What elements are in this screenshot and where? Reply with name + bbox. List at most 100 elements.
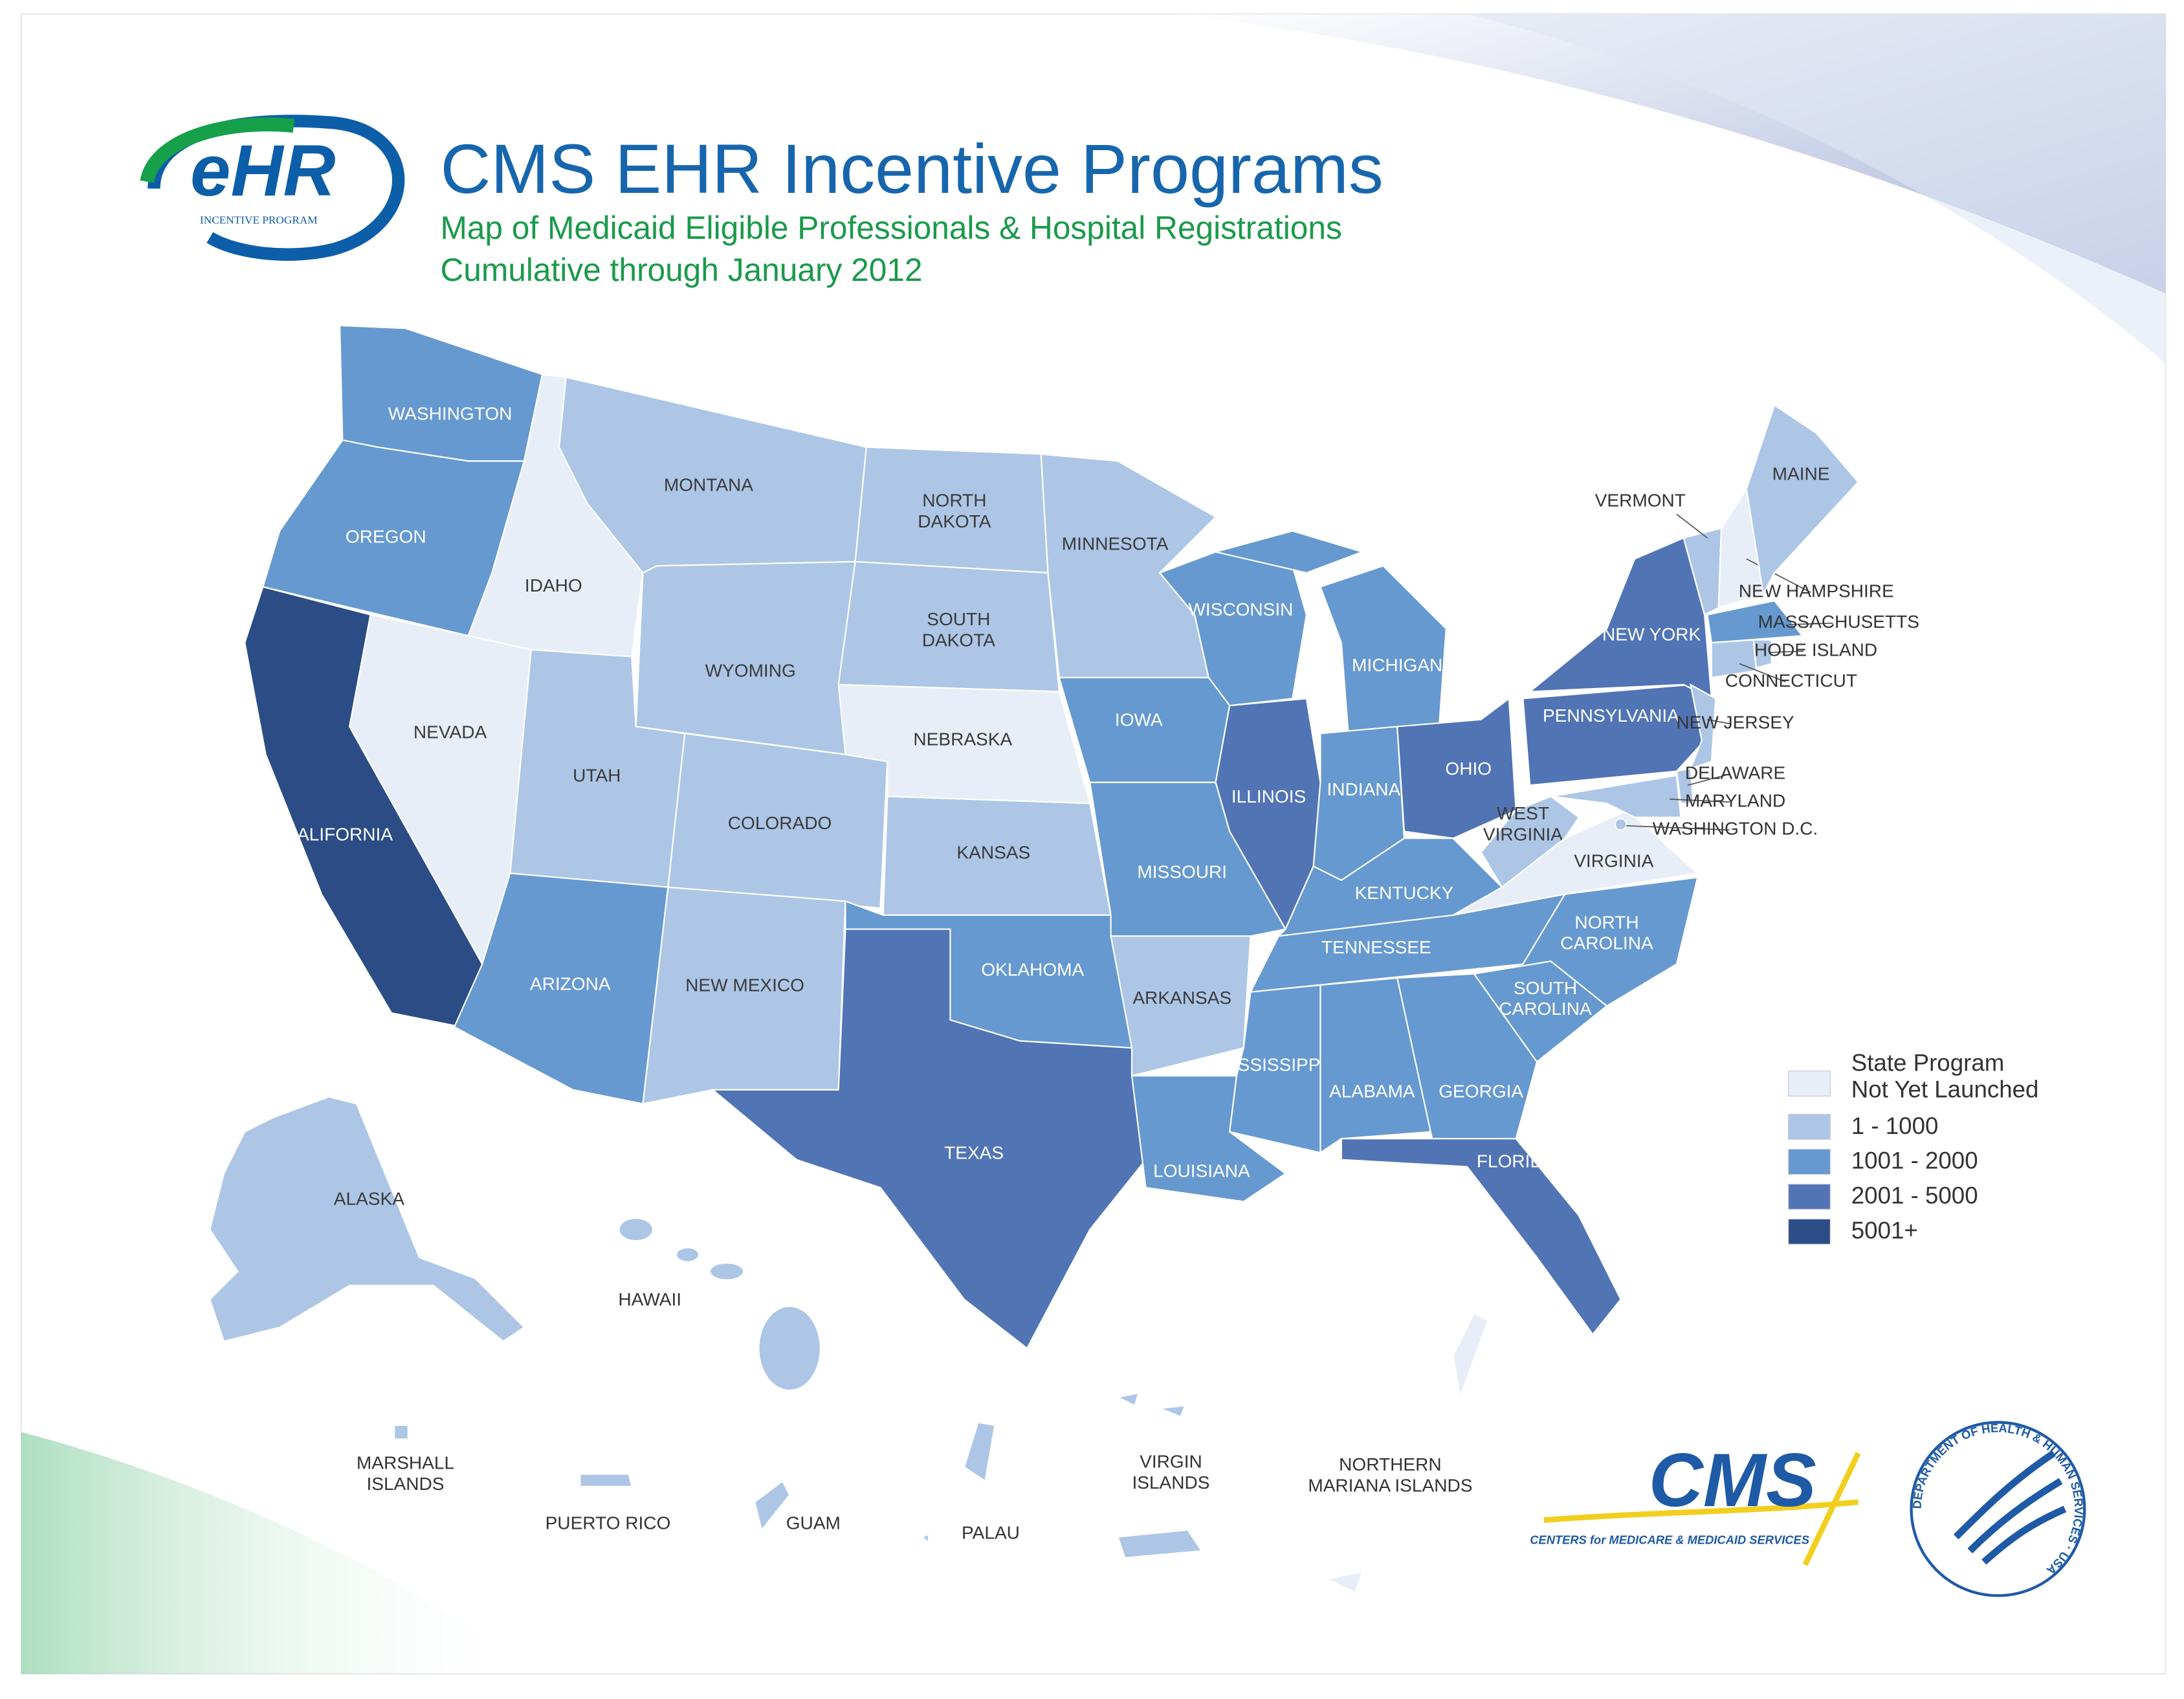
region-label: WASHINGTON [388, 404, 513, 424]
region-label: MASSACHUSETTS [1758, 612, 1919, 632]
region-label: INDIANA [1327, 779, 1400, 799]
region-shape [1550, 774, 1682, 818]
region-shape [1319, 977, 1433, 1154]
legend-label: Not Yet Launched [1851, 1076, 2039, 1103]
region-label: VIRGIN [1140, 1452, 1202, 1472]
region-label: FLORIDA [1477, 1151, 1556, 1171]
region-shape [1706, 600, 1804, 644]
legend-swatch [1787, 1113, 1831, 1140]
region: OREGON [261, 439, 525, 637]
region-label: TENNESSEE [1321, 937, 1431, 957]
region-label: NORTH [922, 490, 986, 510]
region: IDAHO [467, 373, 644, 658]
region-label: NEBRASKA [913, 729, 1012, 750]
ehr-logo: eHR INCENTIVE PROGRAM [140, 115, 405, 261]
region: NEW YORK [1528, 537, 1713, 700]
region: FLORIDA [1340, 1138, 1622, 1336]
region-label: ARKANSAS [1132, 988, 1231, 1008]
region: HAWAII [618, 1217, 821, 1391]
legend-swatch [1787, 1183, 1831, 1210]
page-period: Cumulative through January 2012 [440, 252, 922, 288]
region: MAINE [1745, 404, 1860, 596]
region-shape [1675, 767, 1694, 805]
region: WASHINGTON [338, 324, 544, 462]
region-label: IDAHO [525, 575, 582, 595]
region: NEBRASKA [837, 683, 1091, 805]
region: PALAU [921, 1421, 1020, 1544]
region-label: ISLANDS [1132, 1472, 1209, 1493]
region-label: DAKOTA [922, 630, 996, 650]
region: KANSAS [882, 795, 1112, 916]
region-label: DAKOTA [918, 511, 991, 531]
region-shape [1159, 1405, 1186, 1418]
region: ARIZONA [453, 872, 669, 1105]
region: MARYLAND [1550, 774, 1785, 818]
region: WYOMING [635, 561, 856, 755]
region: RHODE ISLAND [1741, 639, 1877, 669]
region-label: VIRGINIA [1483, 824, 1563, 844]
legend-swatch [1787, 1148, 1831, 1175]
region-shape [1745, 404, 1860, 596]
region: MISSOURI [1088, 781, 1287, 937]
region: ARKANSAS [1110, 935, 1252, 1077]
legend-label: 1001 - 2000 [1851, 1148, 1978, 1174]
region-label: NORTHERN [1339, 1454, 1441, 1474]
region-label: UTAH [573, 766, 621, 786]
region-label: WEST [1497, 803, 1549, 823]
region: CALIFORNIA [244, 586, 483, 1028]
region-shape [1325, 1571, 1363, 1594]
region: GUAM [753, 1480, 841, 1533]
region-shape [1088, 781, 1287, 937]
region: PENNSYLVANIA [1522, 683, 1706, 786]
region-shape [753, 1480, 791, 1532]
region-shape [635, 561, 856, 755]
region: KENTUCKY [1276, 838, 1503, 937]
logo-tagline: CENTERS for MEDICARE & MEDICAID SERVICES [1530, 1533, 1810, 1546]
region-label: ALASKA [334, 1189, 404, 1209]
legend-swatch [1787, 1071, 1831, 1097]
legend-label: 2001 - 5000 [1851, 1183, 1978, 1209]
region: MASSACHUSETTS [1706, 600, 1919, 644]
leader-line [1769, 650, 1804, 653]
leader-line [1746, 558, 1811, 594]
region: MICHIGAN [1215, 530, 1447, 735]
region-label: NEW JERSEY [1676, 713, 1794, 733]
region-label: NORTH [1574, 912, 1638, 932]
region-shape [618, 1217, 654, 1241]
region-label: MICHIGAN [1352, 655, 1442, 675]
region-label: OREGON [346, 527, 426, 547]
region-label: LOUISIANA [1153, 1161, 1250, 1181]
region-label: SOUTH [1514, 978, 1577, 998]
region-label: PENNSYLVANIA [1543, 705, 1679, 726]
seal-emblem [1953, 1450, 2067, 1565]
region-label: KENTUCKY [1355, 883, 1454, 903]
region-label: CALIFORNIA [284, 824, 393, 844]
region-label: ALABAMA [1329, 1082, 1415, 1102]
region-label: SOUTH [927, 609, 990, 629]
region: ALASKA [209, 1096, 525, 1342]
logo-swoosh [1543, 1499, 1859, 1523]
region-label: MONTANA [664, 475, 753, 495]
region-label: MISSOURI [1137, 862, 1227, 882]
region-label: CAROLINA [1560, 933, 1653, 953]
logo-tagline: INCENTIVE PROGRAM [200, 214, 318, 226]
decor-swoosh [21, 1432, 531, 1674]
leader-line [1739, 663, 1786, 683]
leader-line [1670, 798, 1730, 803]
decor-swoosh [1467, 14, 2166, 364]
region: PUERTO RICO [546, 1473, 671, 1533]
region-shape [1131, 1075, 1287, 1203]
region-shape [1116, 1392, 1140, 1407]
region-shape [1689, 683, 1717, 770]
region-label: PALAU [962, 1523, 1020, 1543]
cms-logo: CMS CENTERS for MEDICARE & MEDICAID SERV… [1530, 1438, 1861, 1566]
region-label: VIRGINIA [1574, 850, 1653, 871]
region-label: MAINE [1772, 463, 1830, 483]
region-label: IOWA [1115, 709, 1163, 729]
region-label: PUERTO RICO [546, 1513, 671, 1533]
